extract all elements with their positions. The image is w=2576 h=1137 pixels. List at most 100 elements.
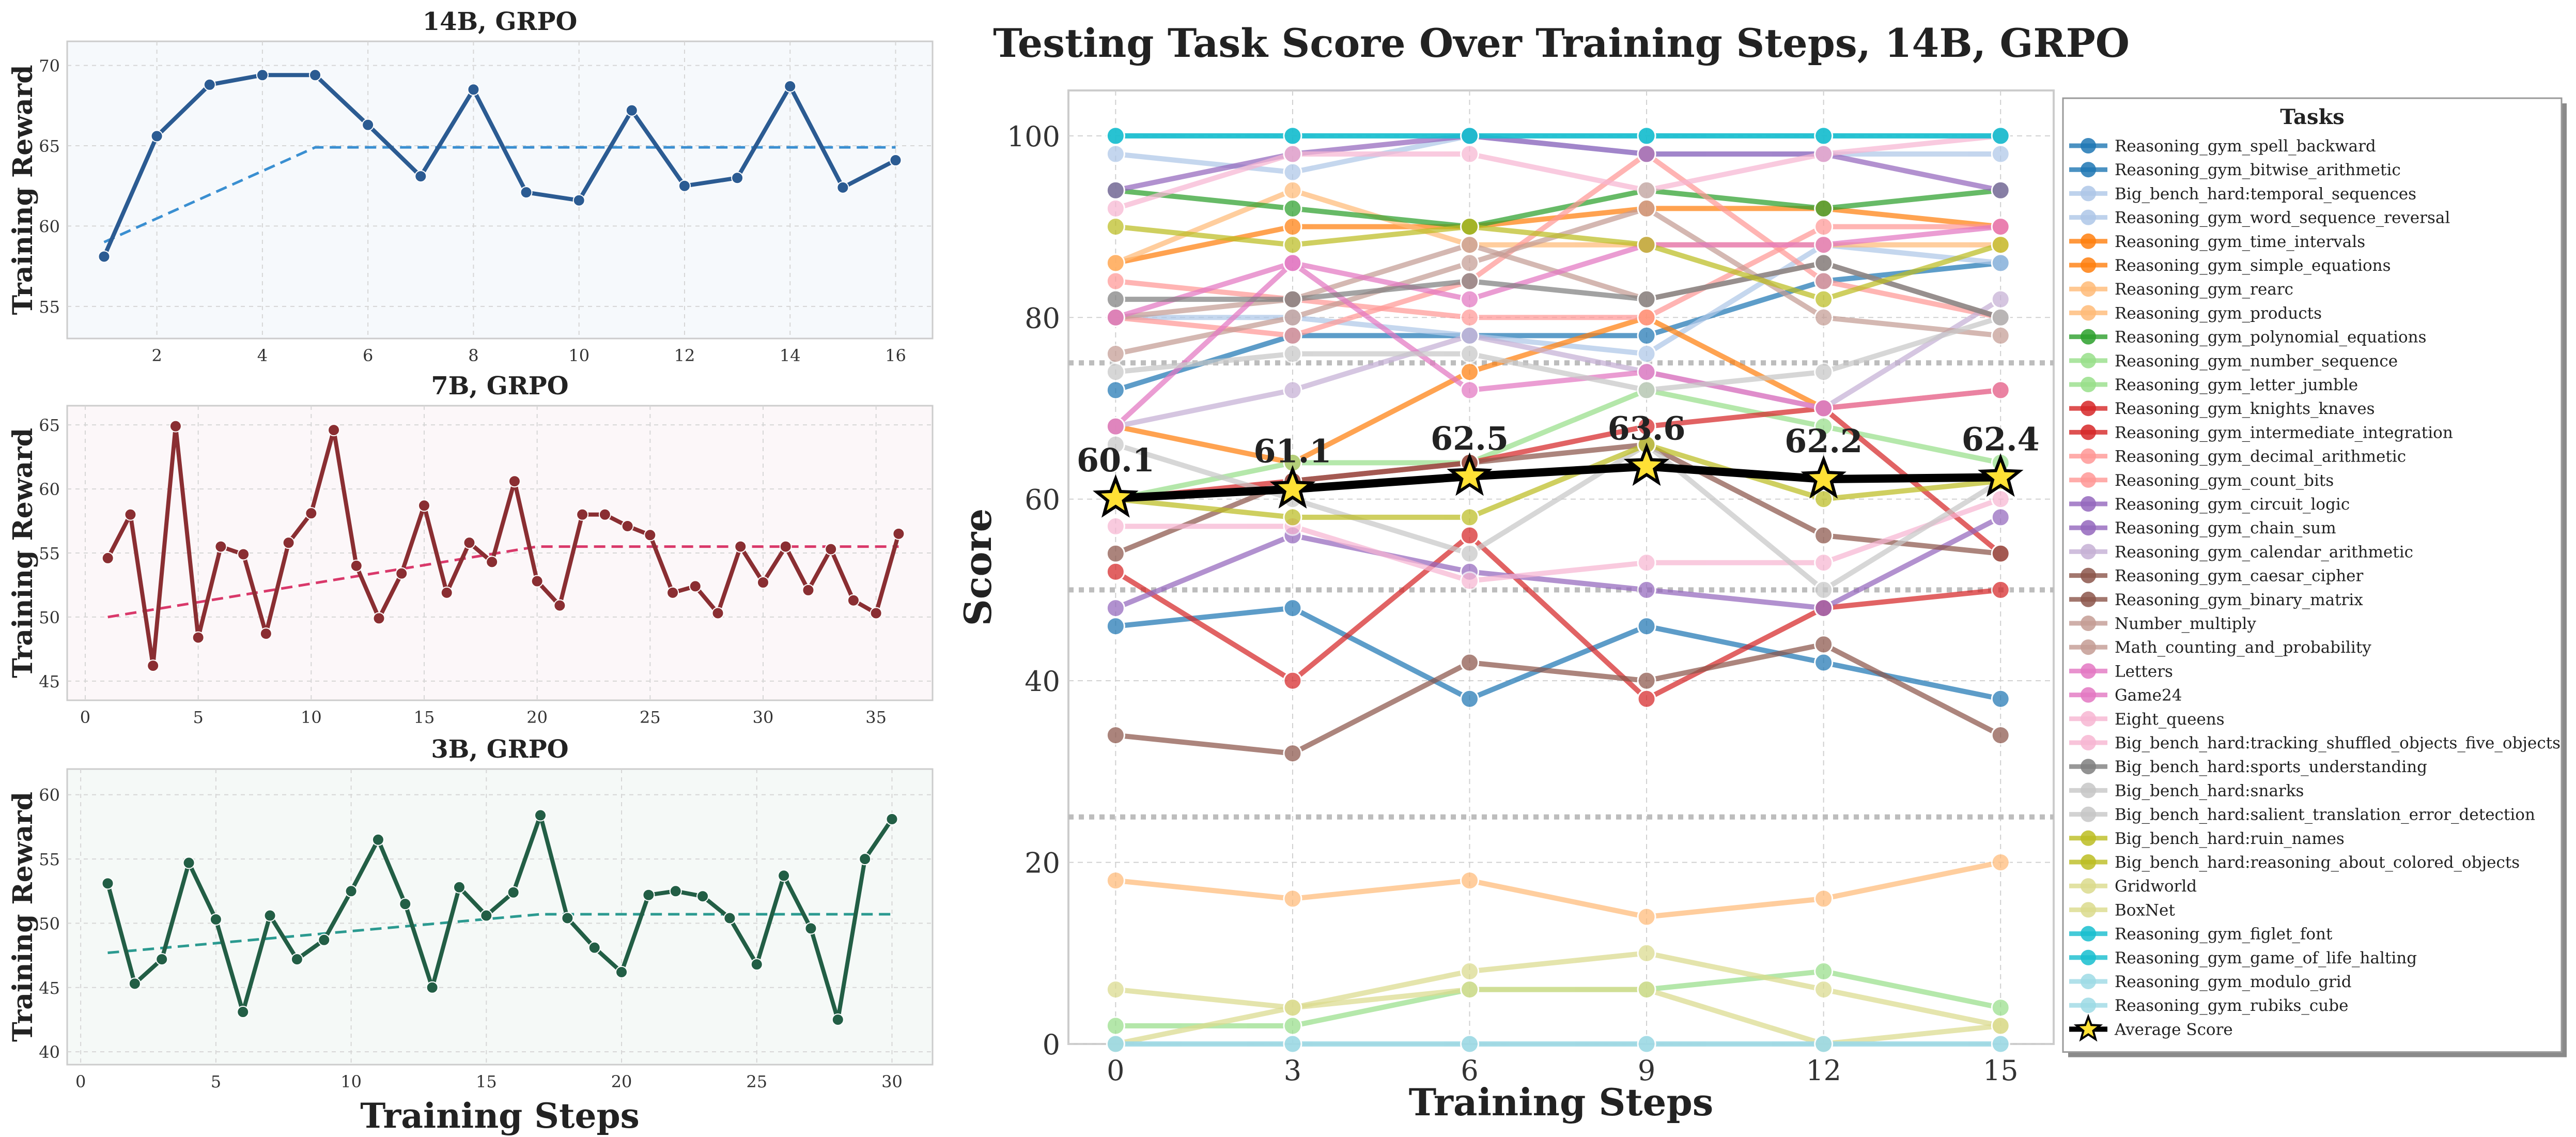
task-point bbox=[1637, 380, 1656, 400]
legend-item: Game24 bbox=[2069, 686, 2182, 705]
task-point bbox=[1991, 544, 2010, 563]
reward-panel-0: 55 60 65 70 2 4 6 8 10 12 14 16 14B, GRPO Training Re… bbox=[7, 7, 934, 365]
legend-label: Reasoning_gym_modulo_grid bbox=[2115, 973, 2352, 991]
task-series bbox=[1106, 126, 2010, 146]
task-point bbox=[1106, 435, 1125, 454]
task-point bbox=[1106, 362, 1125, 382]
legend-item: Reasoning_gym_rubiks_cube bbox=[2069, 996, 2348, 1015]
task-point bbox=[1283, 508, 1302, 527]
task-point bbox=[1283, 1034, 1302, 1054]
task-point bbox=[1814, 635, 1834, 654]
reward-point bbox=[362, 118, 375, 131]
reward-point bbox=[256, 69, 269, 82]
task-point bbox=[1814, 398, 1834, 418]
reward-point bbox=[784, 80, 797, 93]
reward-point bbox=[621, 519, 634, 532]
reward-point bbox=[203, 78, 216, 91]
task-point bbox=[1460, 217, 1480, 237]
task-point bbox=[1814, 198, 1834, 218]
legend-swatch-marker bbox=[2081, 138, 2096, 153]
legend-item: Reasoning_gym_caesar_cipher bbox=[2069, 567, 2364, 586]
legend-item: Reasoning_gym_chain_sum bbox=[2069, 519, 2336, 537]
y-axis-label: Training Reward bbox=[7, 792, 39, 1042]
task-line bbox=[1115, 260, 2001, 320]
task-point bbox=[1991, 289, 2010, 309]
y-tick-label: 60 bbox=[39, 480, 60, 499]
task-point bbox=[1283, 308, 1302, 327]
legend-swatch-marker bbox=[2081, 496, 2096, 512]
legend-label: Reasoning_gym_calendar_arithmetic bbox=[2115, 543, 2413, 561]
task-point bbox=[1106, 1016, 1125, 1036]
legend-label: Reasoning_gym_time_intervals bbox=[2115, 233, 2365, 251]
legend-item: Reasoning_gym_word_sequence_reversal bbox=[2069, 209, 2450, 227]
x-tick-label: 6 bbox=[1461, 1054, 1478, 1087]
legend-item: Reasoning_gym_products bbox=[2069, 304, 2322, 322]
legend-item: Big_bench_hard:temporal_sequences bbox=[2069, 185, 2416, 203]
legend-label: Reasoning_gym_caesar_cipher bbox=[2115, 567, 2364, 586]
legend-label: Reasoning_gym_products bbox=[2115, 304, 2322, 322]
task-point bbox=[1460, 571, 1480, 591]
trend-line bbox=[107, 913, 892, 955]
y-axis-label: Training Reward bbox=[7, 65, 39, 315]
legend-swatch-marker bbox=[2081, 472, 2096, 488]
task-point bbox=[1814, 271, 1834, 291]
legend-swatch-marker bbox=[2081, 687, 2096, 703]
reward-point bbox=[237, 548, 250, 561]
average-star bbox=[1269, 465, 1316, 509]
x-axis-label: Training Steps bbox=[360, 1096, 640, 1136]
task-point bbox=[1106, 289, 1125, 309]
task-line bbox=[1115, 224, 2001, 302]
reward-point bbox=[588, 941, 601, 954]
legend-item: Big_bench_hard:snarks bbox=[2069, 781, 2304, 800]
legend-swatch-marker bbox=[2081, 567, 2096, 583]
panel-title: 7B, GRPO bbox=[431, 372, 568, 401]
x-tick-label: 35 bbox=[865, 708, 887, 727]
legend-label: Reasoning_gym_number_sequence bbox=[2115, 352, 2398, 371]
legend-item: Reasoning_gym_knights_knaves bbox=[2069, 400, 2375, 418]
x-tick-label: 15 bbox=[414, 708, 435, 727]
x-tick-label: 14 bbox=[780, 346, 801, 365]
task-point bbox=[1991, 508, 2010, 527]
reward-point bbox=[98, 250, 111, 263]
task-point bbox=[1460, 344, 1480, 364]
task-point bbox=[1460, 271, 1480, 291]
legend-item: Reasoning_gym_intermediate_integration bbox=[2069, 423, 2453, 442]
legend-item: Reasoning_gym_modulo_grid bbox=[2069, 973, 2352, 991]
legend-item: Reasoning_gym_rearc bbox=[2069, 280, 2293, 299]
reward-point bbox=[778, 869, 790, 882]
legend-label: Reasoning_gym_knights_knaves bbox=[2115, 400, 2375, 418]
y-tick-label: 0 bbox=[1043, 1028, 1060, 1061]
reward-point bbox=[847, 594, 860, 607]
reward-point bbox=[350, 559, 363, 572]
reward-point bbox=[467, 83, 480, 96]
x-axis-label: Training Steps bbox=[1409, 1080, 1714, 1124]
task-point bbox=[1814, 126, 1834, 146]
legend-label: Reasoning_gym_bitwise_arithmetic bbox=[2115, 161, 2401, 179]
task-point bbox=[1637, 617, 1656, 636]
task-point bbox=[1460, 871, 1480, 890]
legend-swatch-marker bbox=[2081, 616, 2096, 631]
task-series bbox=[1106, 217, 2010, 309]
legend-swatch-marker bbox=[2081, 735, 2096, 750]
y-axis-label: Score bbox=[956, 509, 1000, 626]
task-point bbox=[1460, 253, 1480, 273]
reward-point bbox=[209, 913, 222, 926]
task-line bbox=[1115, 133, 2001, 193]
task-point bbox=[1637, 308, 1656, 327]
legend-swatch-marker bbox=[2081, 424, 2096, 440]
task-point bbox=[1991, 489, 2010, 509]
y-tick-label: 40 bbox=[1025, 665, 1060, 698]
task-point bbox=[1106, 144, 1125, 164]
task-point bbox=[1460, 235, 1480, 255]
reward-point bbox=[101, 877, 114, 890]
panel-title: 14B, GRPO bbox=[423, 7, 578, 36]
legend-label: Reasoning_gym_letter_jumble bbox=[2115, 376, 2358, 394]
reward-point bbox=[508, 475, 521, 488]
legend-swatch-marker bbox=[2081, 639, 2096, 655]
task-point bbox=[1637, 180, 1656, 200]
reward-point bbox=[576, 508, 589, 521]
legend-label: Big_bench_hard:ruin_names bbox=[2115, 829, 2345, 848]
legend-swatch-marker bbox=[2081, 591, 2096, 607]
legend-item: Reasoning_gym_circuit_logic bbox=[2069, 495, 2350, 514]
task-point bbox=[1106, 271, 1125, 291]
